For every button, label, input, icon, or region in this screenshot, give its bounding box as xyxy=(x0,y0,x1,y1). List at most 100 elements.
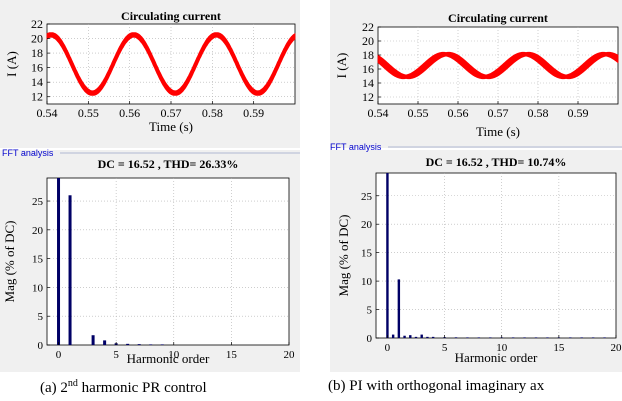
a-time-ytick-label: 16 xyxy=(31,61,43,75)
b-time-title: Circulating current xyxy=(448,11,548,25)
a-time-ylabel: I (A) xyxy=(4,51,19,77)
a-fft-xtick-label: 0 xyxy=(56,349,62,361)
a-fft-xtick-label: 20 xyxy=(284,349,296,361)
b-time-ytick-label: 20 xyxy=(362,34,374,48)
b-fft-plot-area xyxy=(375,172,617,339)
a-fft-ytick-label: 15 xyxy=(32,254,44,266)
a-time-xtick-label: 0.54 xyxy=(37,106,58,120)
a-fft-bar xyxy=(137,344,141,345)
b-fft-xtick-label: 15 xyxy=(553,342,565,354)
b-fft-ytick-label: 10 xyxy=(361,276,373,288)
b-fft-bar xyxy=(391,334,395,338)
b-fft-ytick-label: 20 xyxy=(361,219,373,231)
b-time-ytick-label: 16 xyxy=(362,62,374,76)
b-fft-bar xyxy=(523,337,526,338)
a-fft-bar xyxy=(160,344,164,345)
b-fft-bar xyxy=(403,335,406,338)
b-fft-title: DC = 16.52 , THD= 10.74% xyxy=(426,155,567,169)
b-fft-bar xyxy=(591,337,595,338)
b-time-xlabel: Time (s) xyxy=(476,124,520,139)
b-fft-bar xyxy=(569,337,572,338)
b-fft-bar xyxy=(466,337,469,338)
a-fft-ytick-label: 10 xyxy=(32,282,44,294)
a-time-ytick-label: 14 xyxy=(31,75,43,89)
b-time-xtick-label: 0.54 xyxy=(368,106,389,120)
a-time-ytick-label: 18 xyxy=(31,46,43,60)
a-time-xtick-label: 0.59 xyxy=(243,106,264,120)
caption-a-suffix: harmonic PR control xyxy=(77,380,207,396)
a-time-xlabel: Time (s) xyxy=(149,119,193,134)
b-time-ytick-label: 14 xyxy=(362,76,374,90)
b-fft-ytick-label: 0 xyxy=(367,333,373,345)
b-time-xtick-label: 0.59 xyxy=(568,106,589,120)
b-time-xtick-label: 0.58 xyxy=(528,106,549,120)
b-fft-bar xyxy=(511,337,515,338)
a-time-xtick-label: 0.55 xyxy=(78,106,99,120)
b-time-trace xyxy=(377,51,619,80)
a-fft-ytick-label: 25 xyxy=(32,196,44,208)
b-fft-bar xyxy=(420,334,423,338)
b-time-xtick-label: 0.57 xyxy=(488,106,509,120)
b-fft-bar xyxy=(409,335,412,338)
a-fft-xtick-label: 15 xyxy=(226,349,238,361)
b-fft-xtick-label: 20 xyxy=(611,342,622,354)
b-fft-bar xyxy=(603,337,606,338)
a-fft-title: DC = 16.52 , THD= 26.33% xyxy=(98,157,239,171)
a-fft-plot-area xyxy=(46,177,290,346)
a-fft-xtick-label: 5 xyxy=(113,349,119,361)
a-time-xtick-label: 0.56 xyxy=(119,106,140,120)
b-fft-bar xyxy=(426,336,429,338)
b-fft-xtick-label: 10 xyxy=(496,342,508,354)
b-fft-xtick-label: 0 xyxy=(385,342,391,354)
a-time-trace xyxy=(46,32,296,96)
b-fft-xtick-label: 5 xyxy=(442,342,448,354)
b-time-xtick-label: 0.55 xyxy=(408,106,429,120)
caption-a-prefix: (a) 2 xyxy=(40,380,68,396)
b-fft-bar xyxy=(489,337,492,338)
b-fft-bar xyxy=(546,337,549,338)
b-fft-bar xyxy=(454,337,458,338)
a-time-ytick-label: 22 xyxy=(31,17,43,31)
b-fft-ytick-label: 25 xyxy=(361,191,373,203)
a-time-title: Circulating current xyxy=(121,9,221,23)
a-fft-bar xyxy=(68,195,72,345)
a-time-xtick-label: 0.58 xyxy=(202,106,223,120)
b-fft-bar xyxy=(534,337,538,338)
b-fft-bar xyxy=(477,337,481,338)
a-fft-fft-analysis-label: FFT analysis xyxy=(2,148,54,158)
a-fft-bar xyxy=(57,178,61,345)
b-fft-ytick-label: 15 xyxy=(361,248,373,260)
a-fft-ytick-label: 0 xyxy=(38,340,44,352)
caption-a-sup: nd xyxy=(67,378,78,389)
b-time-ytick-label: 12 xyxy=(362,90,374,104)
b-time-xtick-label: 0.56 xyxy=(448,106,469,120)
b-time-ytick-label: 18 xyxy=(362,48,374,62)
a-fft-ytick-label: 20 xyxy=(32,225,44,237)
b-fft-ylabel: Mag (% of DC) xyxy=(336,215,351,297)
a-fft-xtick-label: 10 xyxy=(168,349,180,361)
b-fft-bar xyxy=(397,279,401,338)
b-fft-bar xyxy=(386,173,389,338)
a-fft-bar xyxy=(126,343,130,345)
a-fft-ylabel: Mag (% of DC) xyxy=(2,221,17,303)
a-fft-bar xyxy=(149,344,153,345)
b-fft-xlabel: Harmonic order xyxy=(455,350,538,365)
b-fft-fft-analysis-label: FFT analysis xyxy=(330,142,382,152)
a-time-ytick-label: 12 xyxy=(31,90,43,104)
a-fft-xlabel: Harmonic order xyxy=(127,351,210,366)
caption-a: (a) 2nd harmonic PR control xyxy=(40,378,207,397)
a-fft-ytick-label: 5 xyxy=(38,311,44,323)
b-time-ylabel: I (A) xyxy=(334,53,349,79)
a-time-ytick-label: 20 xyxy=(31,32,43,46)
b-fft-bar xyxy=(414,336,418,338)
caption-b: (b) PI with orthogonal imaginary ax xyxy=(328,378,545,394)
b-fft-ytick-label: 5 xyxy=(367,305,373,317)
b-fft-bar xyxy=(431,336,435,338)
a-fft-bar xyxy=(103,340,107,345)
b-time-ytick-label: 22 xyxy=(362,20,374,34)
a-time-xtick-label: 0.57 xyxy=(161,106,182,120)
a-fft-bar xyxy=(91,335,95,345)
b-fft-bar xyxy=(580,337,583,338)
